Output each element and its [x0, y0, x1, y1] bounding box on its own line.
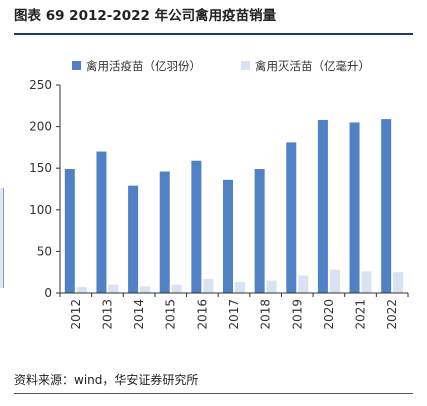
legend: 禽用活疫苗（亿羽份） 禽用灭活苗（亿毫升） [72, 59, 370, 73]
legend-label: 禽用灭活苗（亿毫升） [255, 59, 370, 73]
y-tick-label: 0 [44, 286, 52, 300]
x-tick-label: 2015 [164, 299, 178, 330]
bar-live-vaccine-2018 [254, 169, 265, 293]
x-tick-label: 2019 [290, 299, 304, 330]
bar-inactivated-vaccine-2015 [171, 284, 182, 293]
bar-inactivated-vaccine-2022 [393, 272, 404, 293]
bar-live-vaccine-2015 [159, 171, 170, 293]
x-tick-label: 2021 [354, 299, 368, 330]
bar-inactivated-vaccine-2018 [266, 280, 277, 293]
y-tick-label: 250 [29, 78, 52, 92]
bar-inactivated-vaccine-2012 [76, 287, 87, 293]
bar-live-vaccine-2014 [128, 185, 139, 293]
bar-inactivated-vaccine-2019 [298, 275, 309, 293]
legend-label: 禽用活疫苗（亿羽份） [86, 59, 201, 73]
x-tick-label: 2018 [259, 299, 273, 330]
bar-live-vaccine-2021 [349, 122, 360, 293]
y-tick-label: 100 [29, 203, 52, 217]
adjacent-figure-fragment [0, 188, 4, 288]
title-divider [14, 33, 413, 35]
chart-title: 图表 69 2012-2022 年公司禽用疫苗销量 [14, 8, 277, 24]
bar-inactivated-vaccine-2021 [361, 271, 372, 293]
x-tick-label: 2017 [227, 299, 241, 330]
y-tick-label: 200 [29, 120, 52, 134]
y-tick-label: 50 [37, 244, 52, 258]
x-tick-label: 2014 [132, 299, 146, 330]
source-note: 资料来源：wind，华安证券研究所 [14, 373, 199, 387]
x-tick-label: 2016 [195, 299, 209, 330]
bar-live-vaccine-2022 [381, 119, 392, 293]
bar-inactivated-vaccine-2020 [329, 269, 340, 293]
y-tick-label: 150 [29, 161, 52, 175]
legend-swatch [72, 61, 81, 70]
bar-live-vaccine-2017 [223, 179, 233, 293]
y-axis: 0 50 100 150 200 250 [29, 78, 61, 300]
bottom-divider [14, 393, 413, 394]
x-axis: 2012 2013 2014 2015 2016 2017 2018 2019 2020 2021… [59, 292, 409, 330]
bar-live-vaccine-2019 [286, 142, 297, 293]
bar-inactivated-vaccine-2017 [235, 282, 245, 293]
bar-inactivated-vaccine-2016 [203, 278, 214, 293]
bar-live-vaccine-2020 [317, 119, 328, 293]
bar-live-vaccine-2013 [96, 151, 107, 293]
bar-live-vaccine-2012 [64, 169, 75, 293]
legend-swatch [241, 61, 250, 70]
bar-inactivated-vaccine-2013 [108, 284, 119, 293]
x-tick-label: 2012 [69, 299, 83, 330]
bar-inactivated-vaccine-2014 [140, 286, 151, 293]
bars [64, 119, 404, 293]
bar-live-vaccine-2016 [191, 160, 202, 293]
x-tick-label: 2022 [385, 299, 399, 330]
x-tick-label: 2013 [100, 299, 114, 330]
x-tick-label: 2020 [322, 299, 336, 330]
